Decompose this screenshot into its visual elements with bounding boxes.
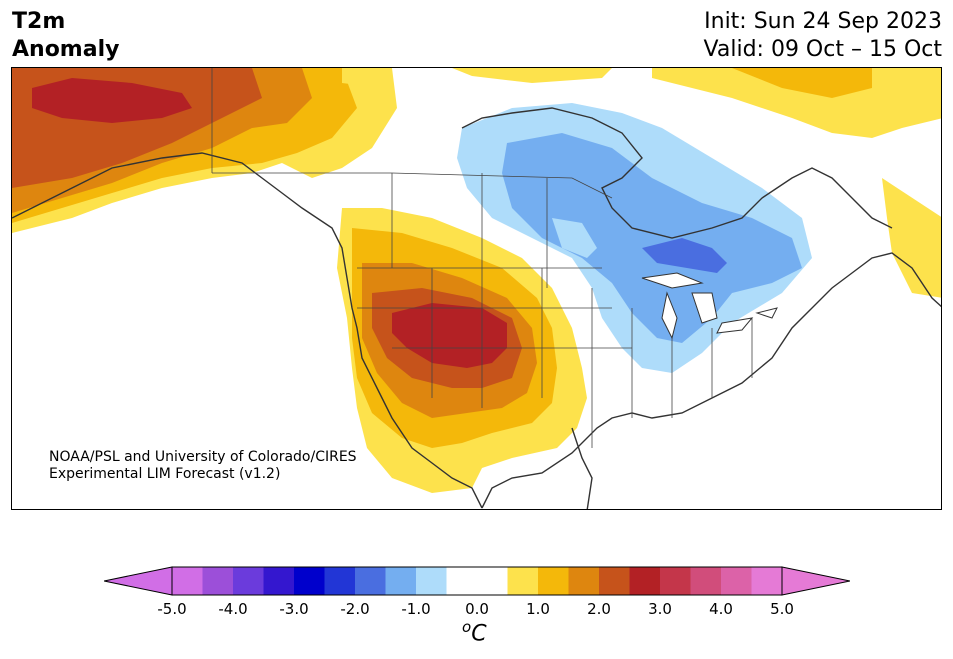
great-lakes xyxy=(641,272,778,340)
colorbar-segment xyxy=(721,567,752,595)
anomaly-map xyxy=(11,67,942,510)
colorbar-segment xyxy=(751,567,783,595)
init-date: Init: Sun 24 Sep 2023 xyxy=(704,9,942,34)
colorbar-segment xyxy=(477,567,508,595)
borders xyxy=(211,68,753,448)
colorbar-segment xyxy=(690,567,722,595)
colorbar-segment xyxy=(660,567,691,595)
title-line-2: Anomaly xyxy=(12,37,120,62)
colorbar-tick-label: -4.0 xyxy=(218,600,248,618)
colorbar-segment xyxy=(385,567,417,595)
colorbar-segment xyxy=(172,567,203,595)
colorbar-segment xyxy=(355,567,386,595)
credit-text: NOAA/PSL and University of Colorado/CIRE… xyxy=(49,449,357,483)
colorbar-extend-min xyxy=(104,566,173,596)
colorbar-tick-label: -3.0 xyxy=(279,600,309,618)
colorbar-tick-label: 2.0 xyxy=(587,600,611,618)
map-canvas xyxy=(12,68,941,509)
colorbar-segment xyxy=(507,567,539,595)
colorbar-tick-label: 4.0 xyxy=(709,600,733,618)
colorbar-tick-label: 0.0 xyxy=(465,600,489,618)
colorbar-segment xyxy=(629,567,661,595)
colorbar-tick-label: 1.0 xyxy=(526,600,550,618)
colorbar-segment xyxy=(263,567,295,595)
colorbar-segment xyxy=(324,567,356,595)
colorbar-segment xyxy=(538,567,569,595)
colorbar-outline xyxy=(171,566,783,596)
colorbar-extend-max xyxy=(781,566,850,596)
forecast-dates: Init: Sun 24 Sep 2023 Valid: 09 Oct – 15… xyxy=(704,8,942,64)
colorbar-segment xyxy=(416,567,447,595)
colorbar-segment xyxy=(294,567,325,595)
colorbar-segment xyxy=(446,567,478,595)
arctic-warm-2 xyxy=(732,68,872,98)
unit-letter: C xyxy=(471,621,487,647)
colorbar xyxy=(104,566,850,596)
credit-line-2: Experimental LIM Forecast (v1.2) xyxy=(49,466,281,482)
colorbar-tick-label: -5.0 xyxy=(157,600,187,618)
west-warm-5 xyxy=(392,303,507,368)
east-cool-2 xyxy=(502,133,802,343)
east-cool-3 xyxy=(642,238,727,273)
east-cool-gap xyxy=(552,218,597,258)
map-title: T2m Anomaly xyxy=(12,8,119,64)
labrador-warm xyxy=(882,178,941,298)
colorbar-segment xyxy=(599,567,630,595)
colorbar-segment xyxy=(233,567,264,595)
unit-superscript: o xyxy=(462,618,472,636)
colorbar-tick-label: -1.0 xyxy=(401,600,431,618)
title-line-1: T2m xyxy=(12,9,66,34)
alaska-warm-5 xyxy=(32,78,192,123)
colorbar-tick-label: -2.0 xyxy=(340,600,370,618)
credit-line-1: NOAA/PSL and University of Colorado/CIRE… xyxy=(49,449,357,465)
colorbar-segment xyxy=(202,567,234,595)
colorbar-unit: oC xyxy=(462,618,487,646)
colorbar-tick-label: 3.0 xyxy=(648,600,672,618)
colorbar-tick-label: 5.0 xyxy=(770,600,794,618)
valid-date: Valid: 09 Oct – 15 Oct xyxy=(703,37,942,62)
colorbar-segment xyxy=(568,567,600,595)
